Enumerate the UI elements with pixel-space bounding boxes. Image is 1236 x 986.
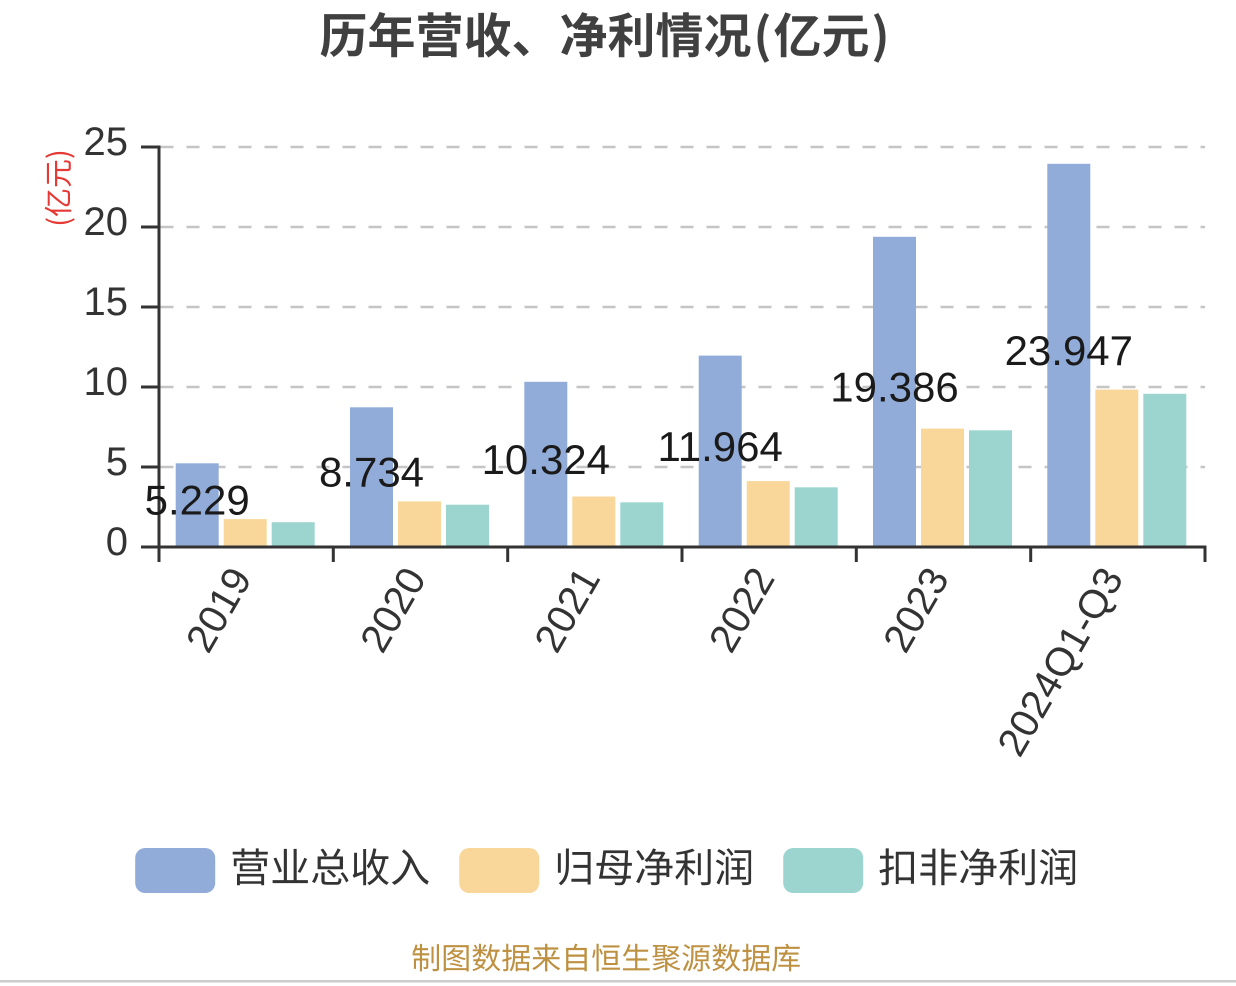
svg-text:20: 20: [84, 200, 129, 244]
svg-text:0: 0: [106, 520, 128, 564]
svg-text:11.964: 11.964: [658, 423, 783, 470]
svg-text:8.734: 8.734: [319, 449, 424, 496]
svg-text:19.386: 19.386: [830, 363, 958, 410]
svg-text:5.229: 5.229: [145, 477, 250, 524]
svg-text:10.324: 10.324: [482, 436, 610, 483]
svg-text:25: 25: [84, 120, 129, 164]
svg-text:15: 15: [84, 280, 129, 324]
svg-text:5: 5: [106, 440, 128, 484]
svg-text:23.947: 23.947: [1005, 327, 1133, 374]
svg-text:10: 10: [84, 360, 129, 404]
